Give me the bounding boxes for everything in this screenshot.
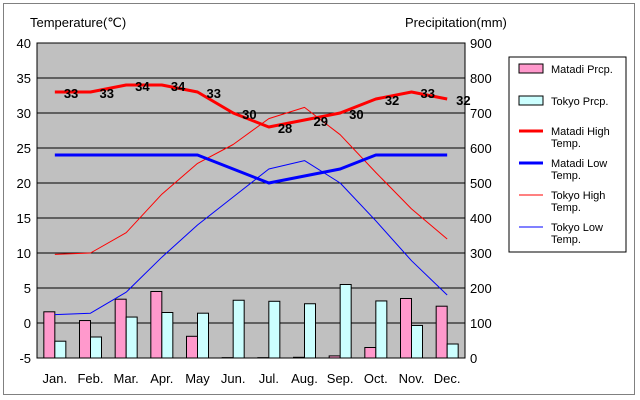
legend-label: Matadi Prcp. — [551, 64, 613, 76]
data-label: 30 — [349, 107, 363, 122]
category-label: Nov. — [399, 371, 425, 386]
category-label: Jul. — [259, 371, 279, 386]
category-label: Dec. — [434, 371, 461, 386]
precip-bar — [232, 299, 245, 359]
precip-bar — [43, 311, 56, 359]
right-tick-label: 800 — [470, 71, 492, 86]
precip-bar — [150, 291, 163, 359]
right-axis-title: Precipitation(mm) — [405, 15, 507, 30]
data-label: 33 — [207, 86, 221, 101]
right-tick-label: 0 — [470, 351, 477, 366]
right-tick-label: 700 — [470, 106, 492, 121]
legend-box — [508, 56, 627, 253]
legend-label-cont: Temp. — [551, 202, 581, 214]
left-tick-label: 15 — [17, 211, 31, 226]
left-axis-ticks: 40 35 30 25 20 15 10 5 0 -5 — [17, 36, 31, 366]
temp-line — [54, 106, 448, 255]
legend-label: Tokyo Low — [551, 222, 603, 234]
precip-bar — [339, 284, 352, 359]
legend-swatch — [518, 95, 544, 106]
data-label: 30 — [242, 107, 256, 122]
category-label: Jun. — [221, 371, 246, 386]
temp-line — [54, 83, 448, 129]
precip-bar — [304, 303, 316, 359]
precip-bar — [364, 347, 377, 359]
legend-label-cont: Temp. — [551, 170, 581, 182]
precip-bar — [328, 355, 341, 359]
precip-bar — [375, 300, 388, 359]
data-label: 34 — [135, 79, 150, 94]
category-label: Apr. — [150, 371, 173, 386]
legend-label: Matadi High — [551, 126, 610, 138]
legend-label: Tokyo High — [551, 190, 605, 202]
right-tick-label: 200 — [470, 281, 492, 296]
precip-bar — [125, 316, 138, 359]
legend: Matadi Prcp.Tokyo Prcp.Matadi HighTemp.M… — [508, 56, 627, 253]
left-tick-label: 30 — [17, 106, 31, 121]
precip-bar — [186, 335, 198, 359]
left-tick-label: 0 — [24, 316, 31, 331]
x-axis-ticks: Jan. Feb. Mar. Apr. May Jun. Jul. Aug. Sep. Oct. N… — [43, 371, 461, 386]
temp-line — [54, 153, 448, 185]
left-tick-label: 40 — [17, 36, 31, 51]
data-label: 32 — [456, 93, 470, 108]
gridlines — [37, 77, 465, 324]
left-tick-label: 35 — [17, 71, 31, 86]
legend-label-cont: Temp. — [551, 138, 581, 150]
category-label: May — [185, 371, 210, 386]
data-labels: 33 33 34 34 33 30 28 29 30 32 33 32 — [64, 79, 471, 136]
left-tick-label: -5 — [19, 351, 31, 366]
temp-line — [54, 160, 448, 316]
precip-bar — [411, 324, 423, 359]
data-label: 33 — [100, 86, 114, 101]
left-tick-label: 10 — [17, 246, 31, 261]
left-axis-title: Temperature(℃) — [30, 15, 126, 30]
precip-bar — [197, 312, 209, 359]
right-tick-label: 900 — [470, 36, 492, 51]
legend-swatch — [518, 63, 544, 74]
data-label: 29 — [314, 114, 328, 129]
data-label: 33 — [64, 86, 78, 101]
left-tick-label: 25 — [17, 141, 31, 156]
category-label: Mar. — [114, 371, 139, 386]
precip-bar — [54, 340, 67, 359]
legend-label: Matadi Low — [551, 158, 607, 170]
data-label: 28 — [278, 121, 292, 136]
precip-bar — [90, 336, 102, 359]
data-label: 32 — [385, 93, 399, 108]
category-label: Jan. — [43, 371, 68, 386]
precip-bar — [435, 305, 448, 359]
precip-bar — [79, 320, 91, 359]
precip-bar — [114, 298, 127, 359]
data-label: 33 — [421, 86, 435, 101]
precip-bar — [161, 312, 174, 359]
right-tick-label: 300 — [470, 246, 492, 261]
right-tick-label: 600 — [470, 141, 492, 156]
right-tick-label: 500 — [470, 176, 492, 191]
right-tick-label: 100 — [470, 316, 492, 331]
bar-marks — [43, 284, 459, 359]
left-tick-label: 20 — [17, 176, 31, 191]
precip-bar — [268, 300, 281, 359]
data-label: 34 — [171, 79, 186, 94]
legend-label-cont: Temp. — [551, 234, 581, 246]
category-label: Feb. — [77, 371, 103, 386]
line-marks — [54, 83, 448, 316]
category-label: Aug. — [291, 371, 318, 386]
precip-bar — [293, 356, 305, 359]
category-label: Oct. — [364, 371, 388, 386]
right-axis-ticks: 900 800 700 600 500 400 300 200 100 0 — [470, 36, 492, 366]
chart-frame — [3, 3, 635, 395]
precip-bar — [446, 343, 459, 359]
precip-bar — [400, 298, 412, 359]
legend-label: Tokyo Prcp. — [551, 96, 608, 108]
left-tick-label: 5 — [24, 281, 31, 296]
category-label: Sep. — [327, 371, 354, 386]
right-tick-label: 400 — [470, 211, 492, 226]
